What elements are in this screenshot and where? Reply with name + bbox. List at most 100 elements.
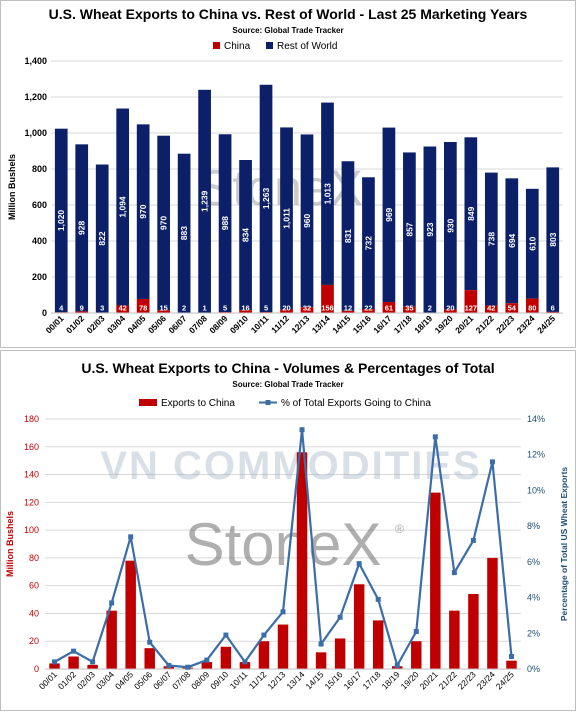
chart-subtitle: Source: Global Trade Tracker <box>232 26 343 35</box>
data-label-china: 1 <box>203 304 207 313</box>
legend-swatch-pct-marker <box>266 400 271 405</box>
x-tick-label: 16/17 <box>341 669 363 691</box>
data-label-rest-of-world: 610 <box>527 236 537 250</box>
data-label-rest-of-world: 883 <box>179 226 189 240</box>
legend-label-exports-to-china: Exports to China <box>161 398 235 409</box>
bottom-chart-svg: U.S. Wheat Exports to China - Volumes & … <box>1 351 575 710</box>
data-label-rest-of-world: 822 <box>97 231 107 245</box>
data-label-rest-of-world: 928 <box>77 220 87 234</box>
bar-exports-to-china <box>278 625 288 669</box>
data-label-rest-of-world: 1,020 <box>56 210 66 232</box>
vn-commodities-watermark: VN COMMODITIES <box>100 444 481 488</box>
data-label-china: 54 <box>508 304 517 313</box>
data-label-china: 2 <box>182 304 186 313</box>
data-label-rest-of-world: 988 <box>220 216 230 230</box>
data-label-rest-of-world: 923 <box>425 222 435 236</box>
bar-exports-to-china <box>316 652 326 669</box>
legend-swatch-exports-to-china <box>139 399 157 406</box>
pct-marker <box>433 434 438 439</box>
data-label-rest-of-world: 732 <box>363 236 373 250</box>
x-tick-label: 13/14 <box>310 313 332 335</box>
x-tick-label: 08/09 <box>207 313 229 335</box>
x-tick-label: 08/09 <box>189 669 211 691</box>
y-tick-label: 400 <box>32 236 47 246</box>
x-tick-label: 16/17 <box>371 313 393 335</box>
x-tick-label: 24/25 <box>494 669 516 691</box>
data-label-china: 15 <box>159 304 167 313</box>
data-label-china: 5 <box>264 304 268 313</box>
data-label-rest-of-world: 831 <box>343 229 353 243</box>
legend-label-pct-of-total: % of Total Exports Going to China <box>281 398 431 409</box>
pct-marker <box>414 629 419 634</box>
bottom-chart-panel: U.S. Wheat Exports to China - Volumes & … <box>0 350 576 711</box>
data-label-china: 9 <box>80 304 84 313</box>
data-label-china: 16 <box>241 304 249 313</box>
data-label-china: 42 <box>119 304 127 313</box>
bar-exports-to-china <box>468 594 478 669</box>
x-tick-label: 24/25 <box>535 313 557 335</box>
data-label-rest-of-world: 849 <box>466 206 476 220</box>
x-tick-label: 22/23 <box>456 669 478 691</box>
x-tick-label: 04/05 <box>113 669 135 691</box>
pct-marker <box>319 642 324 647</box>
data-label-china: 78 <box>139 304 147 313</box>
x-tick-label: 02/03 <box>75 669 97 691</box>
legend-swatch-rest-of-world <box>266 42 273 49</box>
pct-marker <box>357 561 362 566</box>
stonex-registered-mark: ® <box>395 522 404 536</box>
x-tick-label: 23/24 <box>515 313 537 335</box>
pct-marker <box>204 658 209 663</box>
bar-exports-to-china <box>221 647 231 669</box>
y-tick-label-left: 100 <box>24 525 39 535</box>
x-tick-label: 05/06 <box>146 313 168 335</box>
bar-exports-to-china <box>259 641 269 669</box>
bar-exports-to-china <box>411 641 421 669</box>
x-tick-label: 17/18 <box>392 313 414 335</box>
data-label-china: 61 <box>385 304 393 313</box>
pct-marker <box>147 640 152 645</box>
y-tick-label-right: 14% <box>527 414 545 424</box>
data-label-china: 12 <box>344 304 352 313</box>
y-tick-label-right: 4% <box>527 593 540 603</box>
y-tick-label: 800 <box>32 164 47 174</box>
bar-exports-to-china <box>68 657 78 670</box>
data-label-china: 156 <box>321 304 334 313</box>
bar-exports-to-china <box>354 584 364 669</box>
pct-marker <box>300 427 305 432</box>
x-tick-label: 21/22 <box>474 313 496 335</box>
y-tick-label-left: 80 <box>29 553 39 563</box>
data-label-china: 127 <box>465 304 478 313</box>
x-tick-label: 22/23 <box>494 313 516 335</box>
pct-marker <box>509 654 514 659</box>
y-axis-label-left: Million Bushels <box>5 511 15 577</box>
top-chart-svg: U.S. Wheat Exports to China vs. Rest of … <box>1 1 575 347</box>
x-tick-label: 07/08 <box>170 669 192 691</box>
bar-exports-to-china <box>125 561 135 669</box>
y-tick-label: 1,400 <box>24 56 47 66</box>
x-tick-label: 04/05 <box>125 313 147 335</box>
y-tick-label-left: 160 <box>24 442 39 452</box>
pct-marker <box>471 538 476 543</box>
bar-exports-to-china <box>430 493 440 669</box>
bar-exports-to-china <box>373 620 383 669</box>
y-tick-label-right: 2% <box>527 628 540 638</box>
data-label-china: 22 <box>364 304 372 313</box>
x-tick-label: 20/21 <box>453 313 475 335</box>
y-tick-label-right: 10% <box>527 485 545 495</box>
x-tick-label: 12/13 <box>265 669 287 691</box>
x-tick-label: 03/04 <box>94 669 116 691</box>
data-label-china: 20 <box>446 304 454 313</box>
x-tick-label: 15/16 <box>351 313 373 335</box>
x-tick-label: 02/03 <box>84 313 106 335</box>
x-tick-label: 18/19 <box>412 313 434 335</box>
pct-marker <box>281 609 286 614</box>
y-tick-label-left: 120 <box>24 497 39 507</box>
data-label-rest-of-world: 970 <box>138 204 148 218</box>
x-tick-label: 03/04 <box>105 313 127 335</box>
data-label-china: 5 <box>223 304 227 313</box>
pct-marker <box>376 597 381 602</box>
x-tick-label: 00/01 <box>37 669 59 691</box>
pct-marker <box>395 663 400 668</box>
x-tick-label: 10/11 <box>228 669 250 691</box>
data-label-rest-of-world: 1,013 <box>322 183 332 205</box>
